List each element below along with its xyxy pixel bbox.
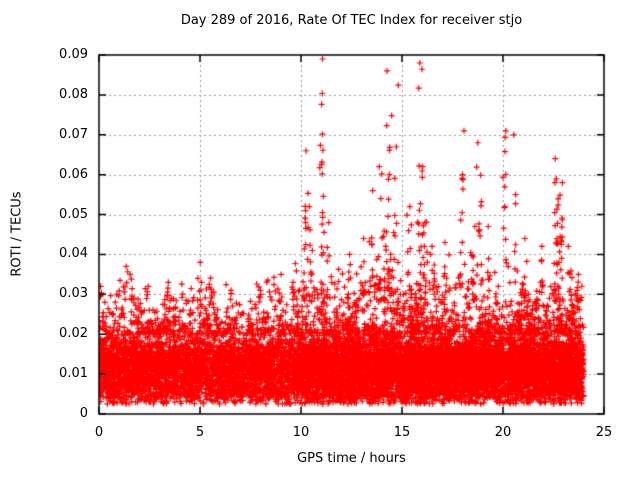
y-tick-label: 0.08 <box>59 86 88 102</box>
x-tick-label: 0 <box>94 425 104 440</box>
y-tick-label: 0.05 <box>59 206 88 222</box>
x-tick-label: 15 <box>393 425 411 440</box>
y-tick-label: 0.02 <box>59 326 88 342</box>
y-tick-label: 0.09 <box>59 47 88 62</box>
x-tick-label: 25 <box>595 425 613 440</box>
chart-title: Day 289 of 2016, Rate Of TEC Index for r… <box>180 13 523 28</box>
x-axis-label: GPS time / hours <box>297 451 406 466</box>
y-axis-label: ROTI / TECUs <box>9 191 25 277</box>
y-tick-label: 0 <box>79 406 88 421</box>
x-tick-label: 5 <box>195 425 205 440</box>
x-tick-label: 20 <box>494 425 512 440</box>
x-tick-label: 10 <box>292 425 310 440</box>
y-tick-label: 0.06 <box>59 166 88 182</box>
y-tick-label: 0.03 <box>59 286 88 302</box>
y-tick-label: 0.01 <box>59 366 88 382</box>
y-tick-label: 0.07 <box>59 126 88 142</box>
y-tick-label: 0.04 <box>59 246 88 262</box>
